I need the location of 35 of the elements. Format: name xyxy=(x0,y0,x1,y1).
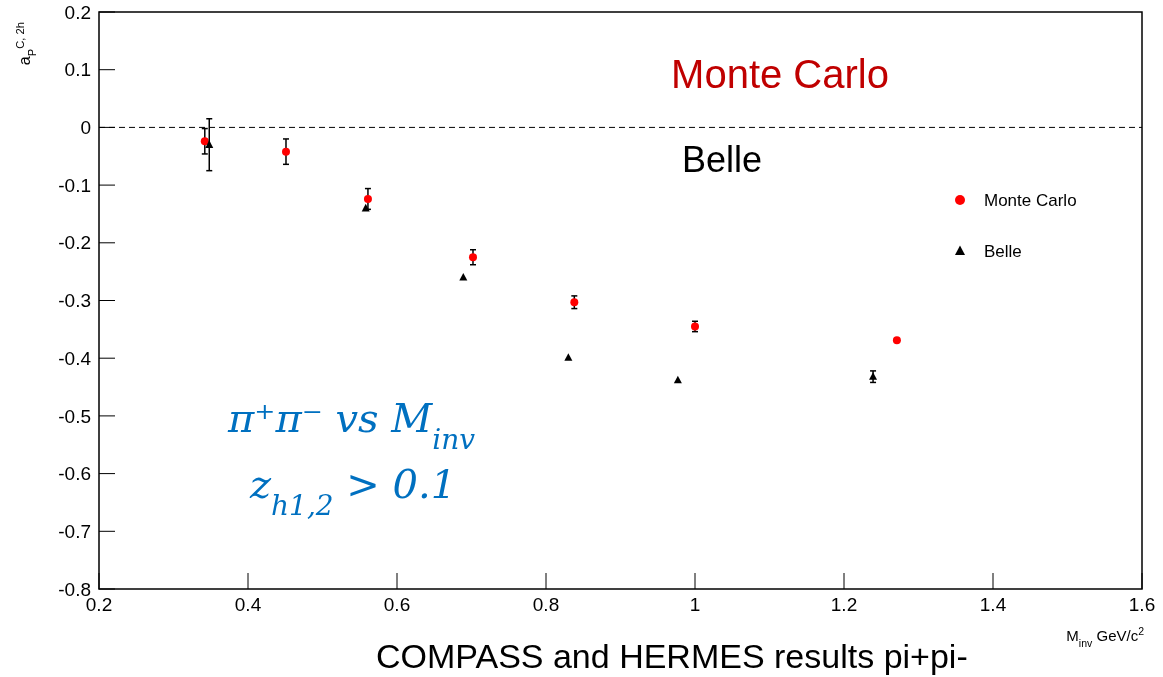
y-tick-label: -0.5 xyxy=(58,405,91,427)
point xyxy=(468,253,477,262)
y-tick-label: 0.2 xyxy=(64,1,91,23)
y-tick-label: -0.6 xyxy=(58,463,91,485)
annotation: z$_{h1,2}$ > 0.1 xyxy=(249,461,457,522)
annotation: Belle xyxy=(681,139,763,180)
x-tick-label: 1.6 xyxy=(1128,594,1156,615)
x-tick-label: 1 xyxy=(689,594,701,615)
point xyxy=(205,140,214,148)
y-tick-label: -0.2 xyxy=(58,232,91,254)
point xyxy=(892,336,901,345)
y-tick-label: 0.1 xyxy=(64,59,91,81)
point xyxy=(282,147,290,156)
x-tick-label: 0.8 xyxy=(532,594,560,615)
point xyxy=(869,372,878,380)
point xyxy=(200,137,209,146)
text: COMPASS and HERMES results pi+pi- xyxy=(376,637,968,675)
point xyxy=(564,353,573,361)
x-tick-label: 1.2 xyxy=(830,594,858,615)
x-tick-label: 0.4 xyxy=(234,594,262,615)
point xyxy=(363,194,372,203)
x-tick-label: 0.6 xyxy=(383,594,411,615)
annotation: π⁺π⁻ vs M$_{inv}$ xyxy=(227,395,476,456)
legend-label: Belle xyxy=(984,241,1022,261)
x-axis-title: M$_{inv}$ GeV/c$^{2}$ xyxy=(1066,625,1145,649)
point xyxy=(459,273,468,281)
y-tick-label: 0 xyxy=(80,117,91,139)
x-tick-label: 1.4 xyxy=(979,594,1007,615)
y-tick-label: -0.4 xyxy=(58,347,92,369)
legend-label: Monte Carlo xyxy=(984,190,1077,210)
y-tick-label: -0.3 xyxy=(58,290,91,312)
y-tick-label: -0.7 xyxy=(58,520,91,542)
point xyxy=(673,375,682,384)
y-tick-label: -0.1 xyxy=(58,174,91,196)
annotation: Monte Carlo xyxy=(671,52,889,96)
